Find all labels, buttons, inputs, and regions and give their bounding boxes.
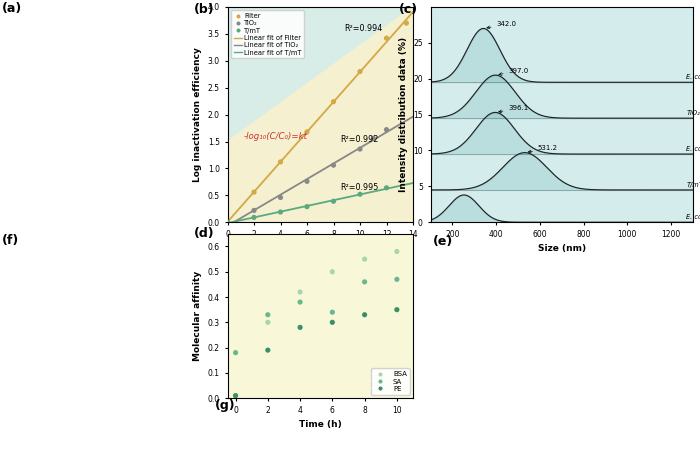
- Y-axis label: Molecular affinity: Molecular affinity: [193, 271, 202, 361]
- Point: [262, 319, 274, 326]
- Point: [248, 206, 260, 214]
- Text: T/mT: T/mT: [687, 182, 700, 188]
- Text: E. coli+TiO₂: E. coli+TiO₂: [687, 146, 700, 152]
- Point: [391, 275, 402, 283]
- Point: [248, 188, 260, 196]
- Text: R²=0.995: R²=0.995: [340, 183, 379, 192]
- Point: [222, 219, 233, 226]
- Text: R²=0.994: R²=0.994: [344, 24, 382, 33]
- Y-axis label: Intensity distribution data (%): Intensity distribution data (%): [399, 37, 407, 192]
- Legend: BSA, SA, PE: BSA, SA, PE: [371, 369, 409, 395]
- Point: [328, 198, 339, 205]
- Point: [222, 219, 233, 226]
- Text: (c): (c): [399, 3, 418, 16]
- Point: [295, 298, 306, 306]
- Point: [391, 306, 402, 313]
- Point: [230, 392, 241, 400]
- Point: [275, 208, 286, 216]
- Point: [275, 158, 286, 166]
- Point: [248, 214, 260, 221]
- Text: E. coli+T/mT: E. coli+T/mT: [687, 214, 700, 220]
- Point: [328, 162, 339, 169]
- Text: 342.0: 342.0: [487, 21, 517, 29]
- Text: (d): (d): [194, 227, 215, 240]
- Polygon shape: [228, 7, 413, 222]
- Point: [401, 19, 412, 27]
- Text: (a): (a): [2, 2, 22, 15]
- Point: [302, 178, 313, 185]
- Point: [275, 194, 286, 201]
- Text: E. coli: E. coli: [687, 74, 700, 80]
- Point: [381, 184, 392, 192]
- Text: 396.1: 396.1: [498, 105, 528, 113]
- Point: [359, 278, 370, 286]
- Point: [295, 324, 306, 331]
- X-axis label: Size (nm): Size (nm): [538, 244, 586, 253]
- Point: [327, 308, 338, 316]
- X-axis label: Residence time (s): Residence time (s): [273, 244, 368, 253]
- Point: [354, 145, 365, 153]
- Text: (b): (b): [194, 3, 215, 16]
- Text: (g): (g): [215, 399, 235, 412]
- Point: [302, 203, 313, 210]
- Point: [354, 191, 365, 198]
- Point: [230, 392, 241, 400]
- Point: [359, 311, 370, 319]
- Point: [368, 135, 379, 142]
- Text: 397.0: 397.0: [499, 68, 528, 75]
- Point: [381, 34, 392, 42]
- Text: 531.2: 531.2: [528, 145, 558, 153]
- Point: [381, 126, 392, 133]
- Point: [230, 349, 241, 357]
- Point: [354, 68, 365, 75]
- Point: [327, 268, 338, 275]
- Y-axis label: Log inactivation efficiency: Log inactivation efficiency: [193, 47, 202, 182]
- Text: (f): (f): [2, 234, 20, 247]
- Text: -log₁₀(C/C₀)=kt: -log₁₀(C/C₀)=kt: [244, 132, 307, 141]
- Text: R²=0.992: R²=0.992: [340, 135, 379, 144]
- X-axis label: Time (h): Time (h): [299, 420, 342, 429]
- Point: [328, 98, 339, 106]
- Point: [262, 346, 274, 354]
- Point: [359, 256, 370, 263]
- Point: [262, 311, 274, 319]
- Point: [222, 219, 233, 226]
- Point: [302, 128, 313, 136]
- Point: [327, 319, 338, 326]
- Point: [295, 288, 306, 296]
- Point: [391, 248, 402, 255]
- Legend: Filter, TiO₂, T/mT, Linear fit of Filter, Linear fit of TiO₂, Linear fit of T/mT: Filter, TiO₂, T/mT, Linear fit of Filter…: [231, 10, 304, 58]
- Text: (e): (e): [433, 236, 454, 249]
- Text: TiO₂: TiO₂: [687, 110, 700, 116]
